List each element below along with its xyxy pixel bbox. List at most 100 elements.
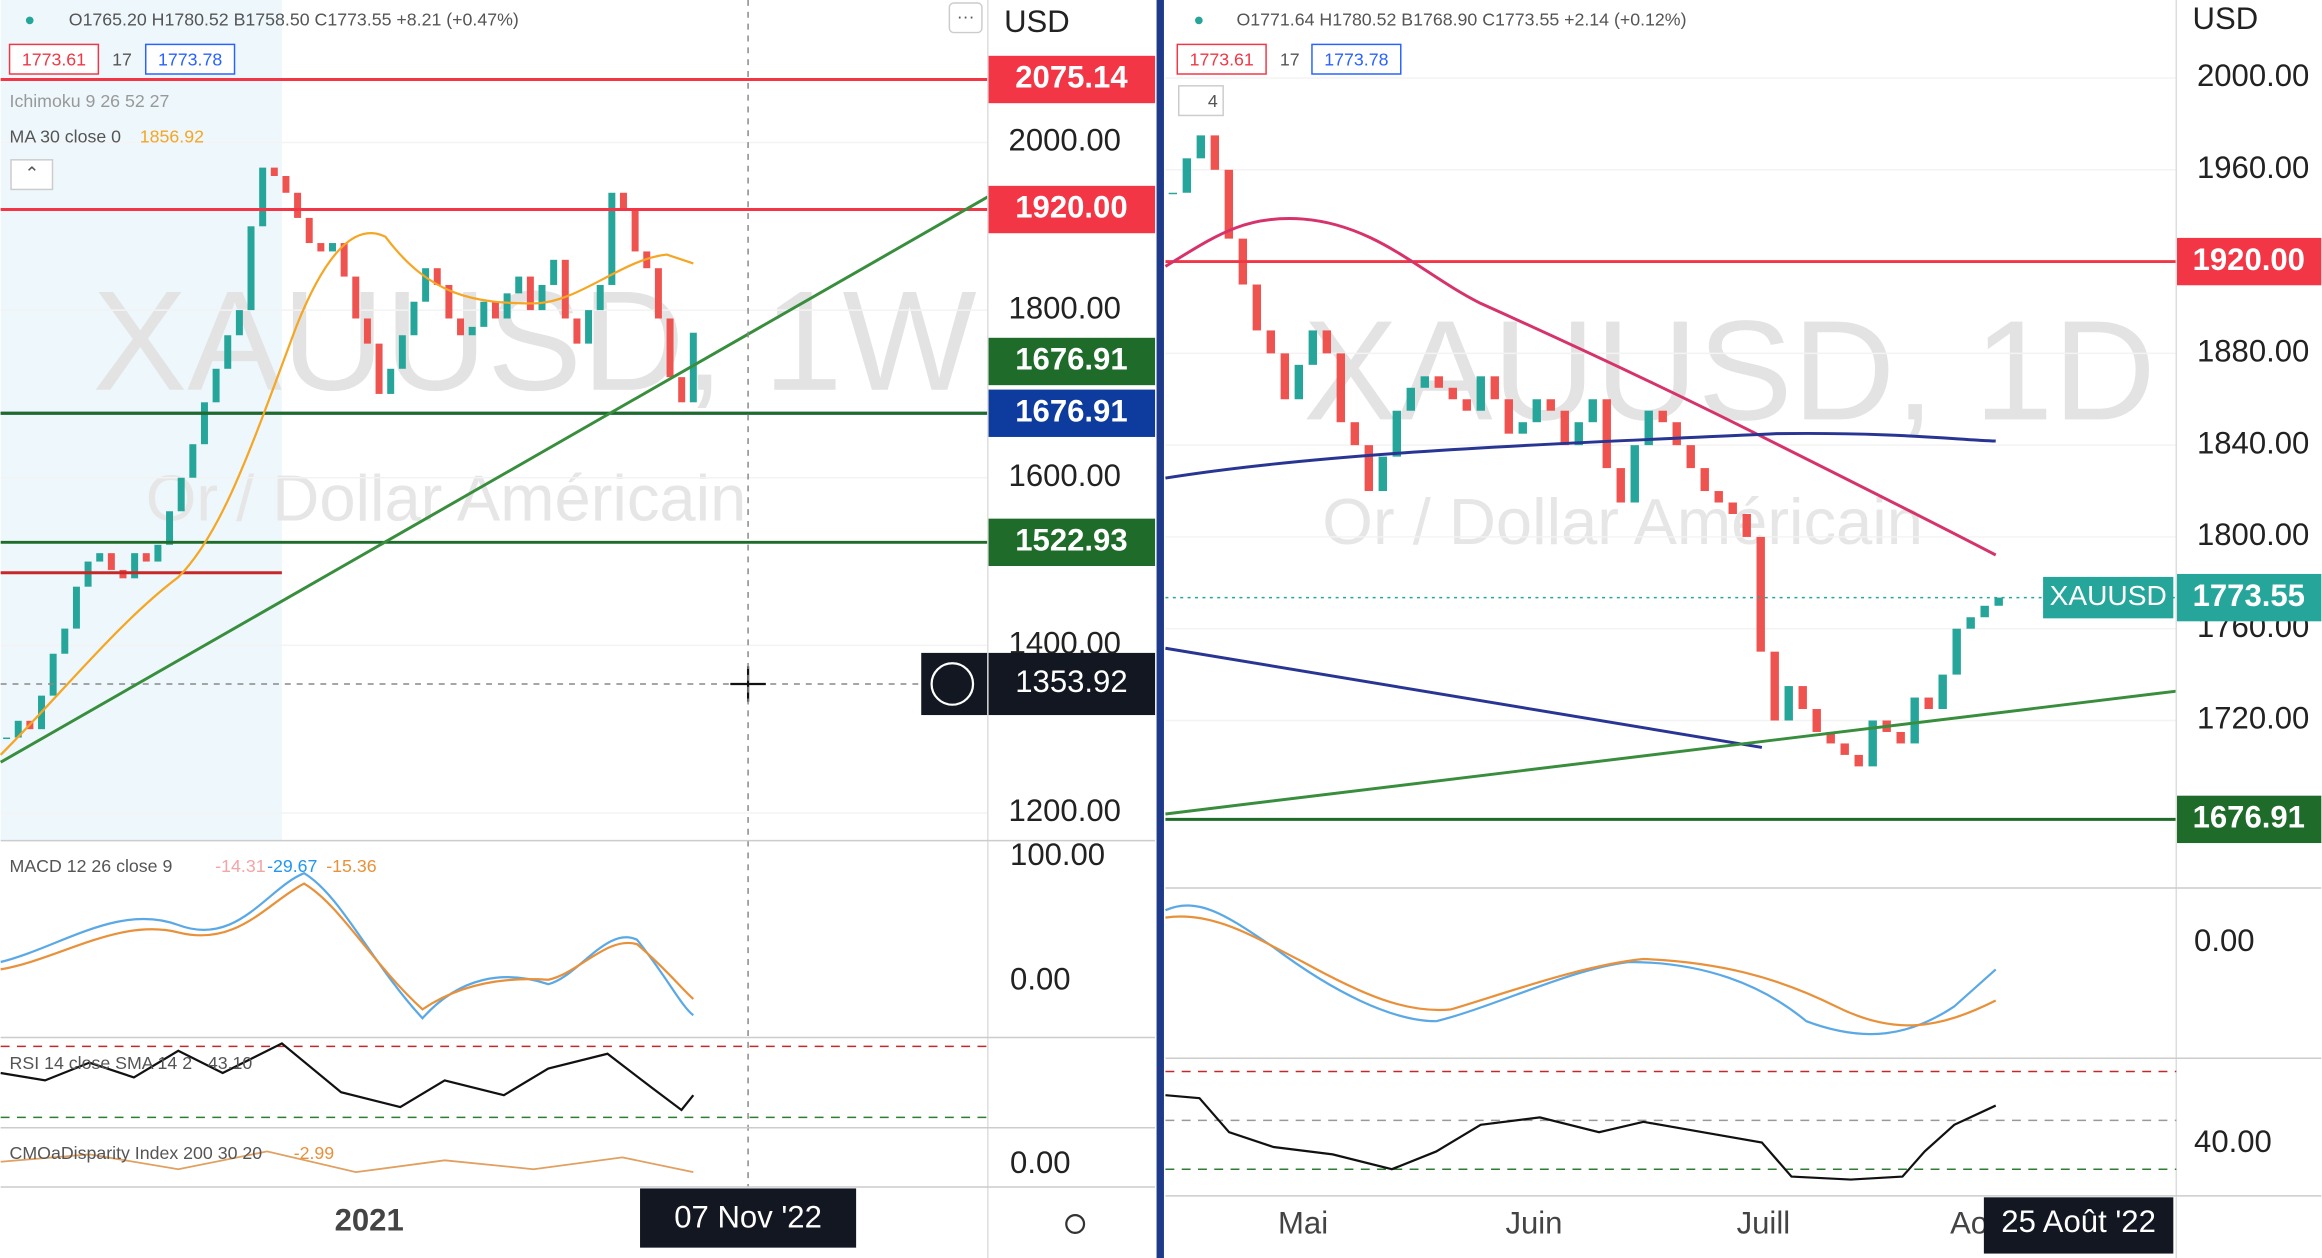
candle	[1784, 686, 1793, 721]
currency: USD	[2193, 1, 2259, 36]
menu-button[interactable]	[948, 2, 983, 34]
candle	[619, 192, 627, 210]
ask-box	[144, 43, 236, 75]
candle	[1448, 387, 1457, 400]
candle	[573, 318, 581, 344]
candle	[433, 268, 441, 285]
candle	[1378, 456, 1387, 492]
candle	[1322, 330, 1332, 354]
candle	[631, 209, 639, 252]
candle	[1630, 445, 1639, 503]
collapse-button[interactable]	[1178, 85, 1224, 117]
crosshair-box	[921, 652, 1156, 716]
candle	[340, 243, 348, 277]
candle	[49, 653, 57, 696]
cmo-value: -2.99	[294, 1143, 335, 1163]
candle	[329, 243, 336, 252]
candle	[585, 310, 593, 344]
candle	[1518, 422, 1527, 434]
macd-tick: 0.00	[2194, 923, 2255, 958]
settings-icon[interactable]	[1065, 1213, 1086, 1234]
rsi-line	[0, 1042, 695, 1112]
candle	[1910, 697, 1919, 744]
cmo-tick: 0.00	[1010, 1145, 1070, 1180]
y-tick-label: 1840.00	[2197, 425, 2309, 460]
ask-box	[1311, 43, 1402, 75]
candle	[1560, 410, 1569, 446]
collapse-button[interactable]	[10, 159, 54, 191]
price-level-label: 1676.91	[2193, 800, 2305, 835]
price-tag-box	[2043, 576, 2174, 619]
y-tick-label: 1960.00	[2197, 150, 2309, 185]
bid: 1773.61	[1190, 49, 1254, 69]
ma-line-long	[1165, 431, 1996, 480]
macd-value: -29.67	[267, 856, 317, 876]
price-level-box	[2176, 795, 2322, 844]
status-dot: ●	[24, 9, 35, 29]
collapse-icon: ⌃	[24, 163, 39, 183]
time-label: Juin	[1505, 1206, 1562, 1241]
candle	[1462, 399, 1471, 411]
candle	[1224, 169, 1234, 239]
candle	[200, 402, 208, 445]
ohlc: O1771.64 H1780.52 B1768.90 C1773.55 +2.1…	[1236, 9, 1686, 29]
menu-icon: ···	[957, 6, 975, 26]
price-level-label: 1920.00	[1015, 190, 1127, 225]
candle	[1994, 597, 2003, 606]
candle	[270, 167, 278, 177]
spread: 17	[112, 49, 132, 69]
candle	[14, 720, 22, 738]
price-level-box	[2176, 237, 2322, 286]
y-tick-label: 1800.00	[2197, 517, 2309, 552]
candle	[1896, 731, 1905, 744]
candle	[177, 477, 185, 512]
trendline	[0, 195, 989, 764]
ichimoku-cloud	[0, 0, 282, 841]
ma-label: MA 30 close 0	[10, 126, 122, 146]
candle	[1658, 410, 1667, 423]
price-level-box	[987, 518, 1156, 567]
time-label: Ao	[1950, 1206, 1988, 1241]
candle	[1686, 445, 1695, 469]
candle	[457, 318, 465, 336]
cmo-line	[0, 1150, 694, 1174]
crosshair-label: 1353.92	[1015, 664, 1127, 699]
time-axis: Mai Juin Juill Ao	[1278, 1206, 1988, 1241]
macd-tick: 0.00	[1010, 961, 1070, 996]
y-tick-label: 1200.00	[1009, 793, 1121, 828]
candle	[212, 368, 220, 403]
candle	[1770, 651, 1779, 721]
candle	[1700, 468, 1709, 492]
candle	[352, 276, 360, 319]
watermark-sub: Or / Dollar Américain	[146, 461, 747, 534]
candle	[1616, 468, 1625, 503]
signal-line	[0, 882, 695, 1011]
candle	[1392, 410, 1401, 457]
candle	[561, 259, 569, 319]
candle	[1420, 376, 1429, 388]
candle	[1756, 536, 1765, 652]
left-price-layer: 2000.001800.001600.001400.001200.002075.…	[0, 55, 1156, 828]
candle	[1714, 491, 1723, 503]
candle	[1196, 135, 1206, 159]
candle	[3, 737, 11, 740]
rsi-line	[1165, 1094, 1997, 1181]
candle	[1252, 284, 1262, 331]
ichimoku-label: Ichimoku 9 26 52 27	[10, 91, 170, 111]
macd-tick: 100.00	[1010, 837, 1105, 872]
candle	[1924, 697, 1933, 710]
price-level-label: 1676.91	[1015, 342, 1127, 377]
bid-box	[8, 43, 100, 75]
candle	[1364, 445, 1374, 492]
signal-line	[1165, 915, 1997, 1027]
candle	[1294, 364, 1304, 400]
currency: USD	[1004, 4, 1070, 39]
price-tag: XAUUSD	[2050, 580, 2167, 611]
candle	[398, 335, 406, 369]
price-level-box	[987, 389, 1156, 437]
candle	[1812, 709, 1821, 732]
y-tick-label: 1800.00	[1009, 290, 1121, 325]
crosshair-plus	[930, 662, 975, 706]
candle	[1532, 399, 1541, 423]
